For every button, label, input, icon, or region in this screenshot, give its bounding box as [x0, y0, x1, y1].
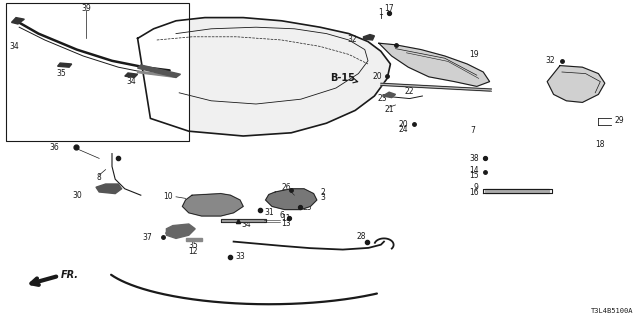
Polygon shape	[166, 224, 195, 238]
Polygon shape	[266, 189, 317, 210]
Text: B-15: B-15	[330, 73, 355, 84]
Text: 9: 9	[474, 183, 479, 192]
Text: 20: 20	[372, 72, 382, 81]
Text: 38: 38	[469, 154, 479, 163]
Polygon shape	[138, 71, 176, 77]
Text: 34: 34	[126, 77, 136, 86]
Text: 24: 24	[399, 125, 408, 134]
Text: 28: 28	[357, 232, 366, 241]
Text: 3: 3	[321, 193, 326, 202]
Text: 36: 36	[49, 143, 59, 152]
Text: 16: 16	[469, 188, 479, 197]
Text: 19: 19	[468, 50, 479, 59]
Text: 29: 29	[614, 116, 624, 125]
Text: 30: 30	[72, 191, 82, 200]
Polygon shape	[485, 189, 549, 193]
Text: 34: 34	[9, 42, 19, 51]
Polygon shape	[379, 43, 490, 86]
Polygon shape	[547, 66, 605, 102]
Text: 32: 32	[546, 56, 556, 65]
Polygon shape	[12, 18, 24, 24]
Polygon shape	[221, 219, 266, 222]
Polygon shape	[125, 73, 138, 77]
Text: 13: 13	[282, 219, 291, 228]
Polygon shape	[381, 83, 492, 91]
Polygon shape	[138, 18, 390, 136]
Text: 15: 15	[469, 171, 479, 180]
Text: 7: 7	[470, 126, 475, 135]
Text: 25: 25	[302, 203, 312, 212]
Text: T3L4B5100A: T3L4B5100A	[591, 308, 634, 314]
Text: 35: 35	[188, 241, 198, 250]
Polygon shape	[182, 194, 243, 216]
Text: 12: 12	[189, 247, 198, 256]
Text: 14: 14	[469, 166, 479, 175]
Text: 34: 34	[241, 220, 252, 229]
Text: 37: 37	[143, 233, 152, 242]
Text: FR.: FR.	[61, 269, 79, 280]
Text: 33: 33	[235, 252, 245, 261]
Text: 1: 1	[378, 8, 383, 17]
Text: 23: 23	[378, 94, 388, 103]
Text: 18: 18	[596, 140, 605, 149]
Polygon shape	[186, 238, 202, 241]
Polygon shape	[383, 92, 396, 98]
Text: 20: 20	[399, 120, 408, 129]
Text: 4: 4	[164, 228, 170, 237]
Text: 32: 32	[348, 35, 357, 44]
Text: 8: 8	[97, 173, 102, 182]
Text: 10: 10	[163, 192, 173, 201]
Text: 17: 17	[384, 4, 394, 13]
Bar	[6, 3, 189, 141]
Text: 11: 11	[282, 214, 291, 223]
Text: 21: 21	[385, 105, 394, 114]
Text: 39: 39	[81, 4, 92, 12]
Polygon shape	[364, 35, 374, 40]
Text: 35: 35	[56, 69, 66, 78]
Polygon shape	[58, 63, 72, 67]
Text: 26: 26	[282, 183, 292, 192]
Text: 31: 31	[264, 208, 274, 217]
Text: 22: 22	[405, 87, 414, 96]
Text: 6: 6	[280, 211, 285, 220]
Polygon shape	[138, 65, 180, 77]
Polygon shape	[96, 184, 122, 194]
Text: 2: 2	[321, 188, 326, 197]
